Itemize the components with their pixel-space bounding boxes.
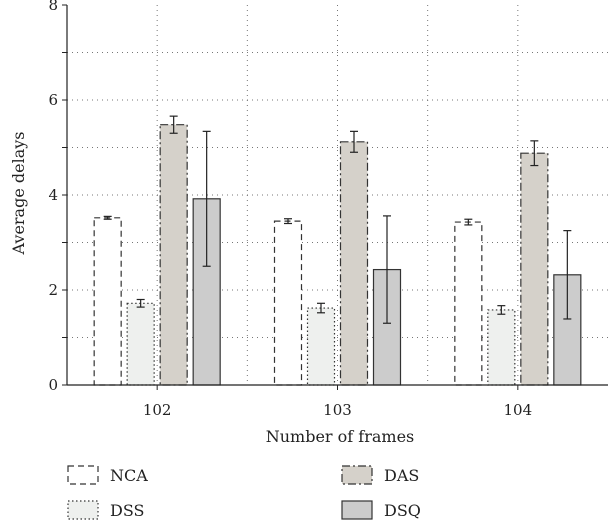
y-tick-label: 8	[48, 0, 58, 14]
error-bars	[103, 115, 572, 324]
bar-nca	[454, 221, 483, 386]
bar-das	[159, 124, 188, 386]
y-tick-label: 2	[48, 281, 58, 299]
bar-dss	[487, 309, 516, 386]
legend-swatch-dss	[67, 500, 99, 520]
x-tick-label: 104	[504, 401, 533, 419]
legend-swatch-das	[341, 465, 373, 485]
legend-label-dsq: DSQ	[384, 501, 421, 520]
legend: NCA DSS DAS DSQ	[67, 465, 421, 520]
y-tick-label: 4	[48, 186, 58, 204]
axes	[62, 4, 608, 390]
y-tick-label: 0	[48, 376, 58, 394]
legend-label-nca: NCA	[110, 466, 148, 485]
x-tick-label: 102	[143, 401, 172, 419]
x-tick-label: 103	[323, 401, 352, 419]
bar-das	[339, 141, 369, 386]
legend-swatch-nca	[67, 465, 99, 485]
bar-nca	[93, 217, 122, 386]
grid-lines	[67, 5, 608, 385]
legend-label-das: DAS	[384, 466, 419, 485]
bar-das	[520, 152, 549, 386]
y-tick-labels: 0 2 4 6 8	[48, 0, 58, 394]
y-tick-label: 6	[48, 91, 58, 109]
x-tick-labels: 102 103 104	[143, 401, 532, 419]
legend-label-dss: DSS	[110, 501, 144, 520]
x-axis-title: Number of frames	[266, 427, 415, 446]
bar-nca	[273, 220, 303, 386]
bar-dss	[126, 302, 155, 386]
y-axis-title: Average delays	[9, 131, 28, 255]
bar-dss	[306, 307, 336, 386]
legend-swatch-dsq	[341, 500, 373, 520]
